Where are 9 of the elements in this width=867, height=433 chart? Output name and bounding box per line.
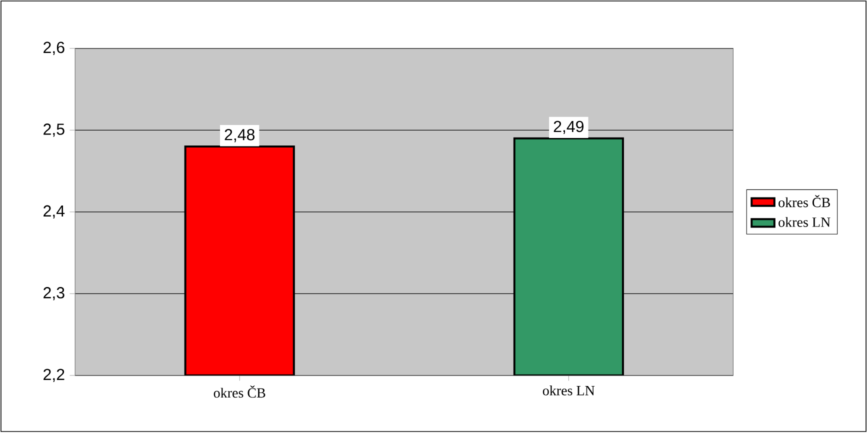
legend-label: okres LN [778,217,830,228]
y-tick-label: 2,4 [44,206,65,219]
y-tick-label: 2,2 [44,369,64,382]
data-label: 2,49 [554,121,584,134]
y-tick-label: 2,5 [44,124,64,138]
y-tick-label: 2,3 [44,287,64,301]
legend-label: okres ČB [778,195,830,208]
y-tick-label: 2,6 [44,42,64,56]
data-label: 2,48 [224,129,254,142]
